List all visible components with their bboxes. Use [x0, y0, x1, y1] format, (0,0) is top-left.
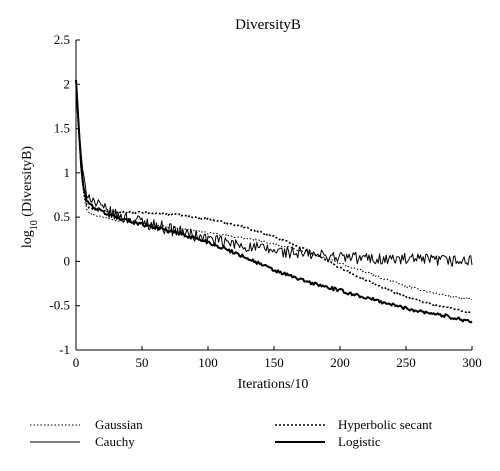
y-axis-label: log10 (DiversityB) [20, 146, 40, 248]
chart-title: DiversityB [235, 17, 301, 33]
y-axis-label-main: log [20, 230, 35, 248]
x-tick-label: 300 [462, 355, 482, 370]
x-tick-label: 0 [73, 355, 80, 370]
x-tick-label: 150 [264, 355, 284, 370]
plot-lines [75, 79, 473, 324]
legend-label-cauchy: Cauchy [95, 434, 135, 449]
y-tick-label: -0.5 [49, 298, 70, 313]
legend-label-logistic: Logistic [338, 434, 381, 449]
legend: Gaussian Hyperbolic secant Cauchy Logist… [30, 417, 433, 449]
x-tick-label: 50 [136, 355, 149, 370]
y-tick-label: 2.5 [54, 32, 70, 47]
y-tick-label: 2 [64, 76, 71, 91]
y-tick-label: 0.5 [54, 209, 70, 224]
x-tick-label: 100 [198, 355, 218, 370]
y-axis-label-rest: (DiversityB) [20, 146, 35, 221]
legend-label-hyperbolic-secant: Hyperbolic secant [338, 417, 433, 432]
x-ticks: 0 50 100 150 200 250 300 [73, 346, 482, 370]
y-tick-label: 0 [64, 253, 71, 268]
x-axis-label: Iterations/10 [238, 377, 309, 392]
series-line-gaussian [75, 79, 473, 300]
y-ticks: -1 -0.5 0 0.5 1 1.5 2 2.5 [49, 32, 80, 357]
legend-label-gaussian: Gaussian [95, 417, 143, 432]
y-tick-label: 1 [64, 165, 71, 180]
series-line-logistic [75, 79, 473, 324]
x-tick-label: 200 [330, 355, 350, 370]
y-axis-label-subscript: 10 [29, 220, 40, 230]
series-line-cauchy [75, 79, 473, 267]
x-tick-label: 250 [396, 355, 416, 370]
y-tick-label: -1 [59, 342, 70, 357]
y-tick-label: 1.5 [54, 121, 70, 136]
series-line-hyperbolic-secant [75, 79, 472, 314]
